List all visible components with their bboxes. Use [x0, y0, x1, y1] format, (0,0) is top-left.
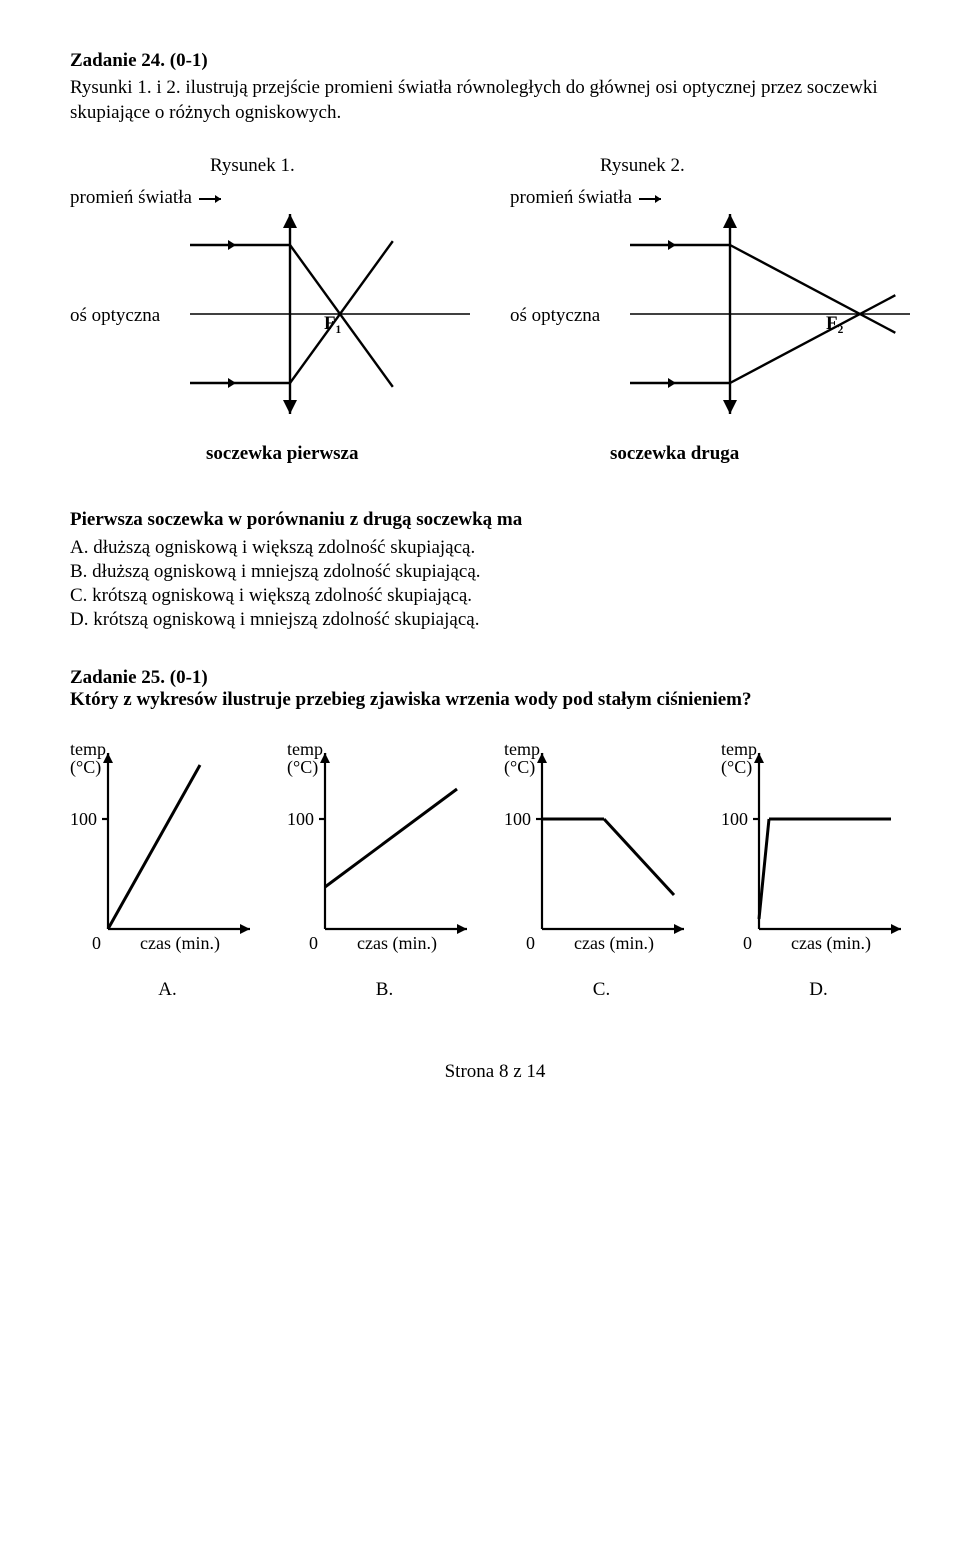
svg-text:temp.: temp. [721, 739, 762, 759]
svg-text:temp.: temp. [504, 739, 545, 759]
svg-text:100: 100 [504, 809, 531, 829]
ray-label-1: promień światła [70, 187, 470, 209]
lens-caption-1: soczewka pierwsza [70, 443, 510, 465]
task-24-option-a: A. dłuższą ogniskową i większą zdolność … [70, 537, 920, 559]
focal-label-2-text: F₂ [826, 313, 843, 334]
svg-text:(°C): (°C) [721, 757, 752, 778]
chart-b-svg: temp.(°C) 100 0 czas (min.) [287, 739, 482, 959]
chart-letters-row: A. B. C. D. [70, 979, 920, 1001]
ray-label-1-text: promień światła [70, 187, 192, 208]
lens-diagram-2: promień światła oś optyczna F₂ [510, 187, 910, 419]
svg-text:0: 0 [526, 933, 535, 953]
lens-2-svg [630, 209, 910, 419]
svg-text:czas (min.): czas (min.) [791, 933, 871, 954]
task-24-stem: Pierwsza soczewka w porównaniu z drugą s… [70, 509, 920, 531]
figure-2-title: Rysunek 2. [430, 155, 685, 177]
svg-text:0: 0 [309, 933, 318, 953]
figure-1-title: Rysunek 1. [70, 155, 430, 177]
chart-d-svg: temp.(°C) 100 0 czas (min.) [721, 739, 916, 959]
lens-diagram-1: promień światła oś optyczna F₁ [70, 187, 470, 419]
ray-arrow-icon-1 [197, 194, 227, 204]
svg-text:czas (min.): czas (min.) [140, 933, 220, 954]
axis-label-2: oś optyczna [510, 209, 630, 327]
svg-text:100: 100 [721, 809, 748, 829]
task-25: Zadanie 25. (0-1) Który z wykresów ilust… [70, 667, 920, 711]
svg-text:(°C): (°C) [70, 757, 101, 778]
svg-text:(°C): (°C) [504, 757, 535, 778]
task-24-option-b: B. dłuższą ogniskową i mniejszą zdolność… [70, 561, 920, 583]
page-footer: Strona 8 z 14 [70, 1061, 920, 1083]
task-24-option-c: C. krótszą ogniskową i większą zdolność … [70, 585, 920, 607]
svg-text:0: 0 [743, 933, 752, 953]
charts-row: temp.(°C)1000czas (min.) temp.(°C)1000cz… [70, 739, 920, 959]
svg-text:100: 100 [70, 809, 97, 829]
task-24-option-d: D. krótszą ogniskową i mniejszą zdolność… [70, 609, 920, 631]
chart-c: temp.(°C) 100 0 czas (min.) [504, 739, 699, 959]
svg-text:czas (min.): czas (min.) [357, 933, 437, 954]
chart-letter-b: B. [287, 979, 482, 1001]
axis-label-1-text: oś optyczna [70, 305, 160, 326]
svg-text:czas (min.): czas (min.) [574, 933, 654, 954]
axis-label-2-text: oś optyczna [510, 305, 600, 326]
chart-a: temp.(°C) 100 0 czas (min.) [70, 739, 265, 959]
chart-d: temp.(°C) 100 0 czas (min.) [721, 739, 916, 959]
lens-diagrams-row: promień światła oś optyczna F₁ promień ś… [70, 187, 920, 419]
lens-caption-2: soczewka druga [510, 443, 739, 465]
chart-letter-c: C. [504, 979, 699, 1001]
focal-label-1-text: F₁ [324, 313, 341, 334]
svg-text:100: 100 [287, 809, 314, 829]
ray-arrow-icon-2 [637, 194, 667, 204]
svg-text:0: 0 [92, 933, 101, 953]
task-25-title: Zadanie 25. (0-1) [70, 667, 208, 688]
chart-a-svg: temp.(°C) 100 0 czas (min.) [70, 739, 265, 959]
chart-letter-a: A. [70, 979, 265, 1001]
figure-titles-row: Rysunek 1. Rysunek 2. [70, 155, 920, 177]
task-24-body: Rysunki 1. i 2. ilustrują przejście prom… [70, 76, 920, 125]
axis-label-1: oś optyczna [70, 209, 190, 327]
svg-text:(°C): (°C) [287, 757, 318, 778]
svg-text:temp.: temp. [70, 739, 111, 759]
svg-text:temp.: temp. [287, 739, 328, 759]
ray-label-2-text: promień światła [510, 187, 632, 208]
task-25-stem: Który z wykresów ilustruje przebieg zjaw… [70, 689, 751, 710]
ray-label-2: promień światła [510, 187, 910, 209]
lens-captions: soczewka pierwsza soczewka druga [70, 443, 920, 465]
chart-c-svg: temp.(°C) 100 0 czas (min.) [504, 739, 699, 959]
chart-letter-d: D. [721, 979, 916, 1001]
chart-b: temp.(°C) 100 0 czas (min.) [287, 739, 482, 959]
task-24-options: A. dłuższą ogniskową i większą zdolność … [70, 537, 920, 631]
task-24-title: Zadanie 24. (0-1) [70, 50, 920, 72]
